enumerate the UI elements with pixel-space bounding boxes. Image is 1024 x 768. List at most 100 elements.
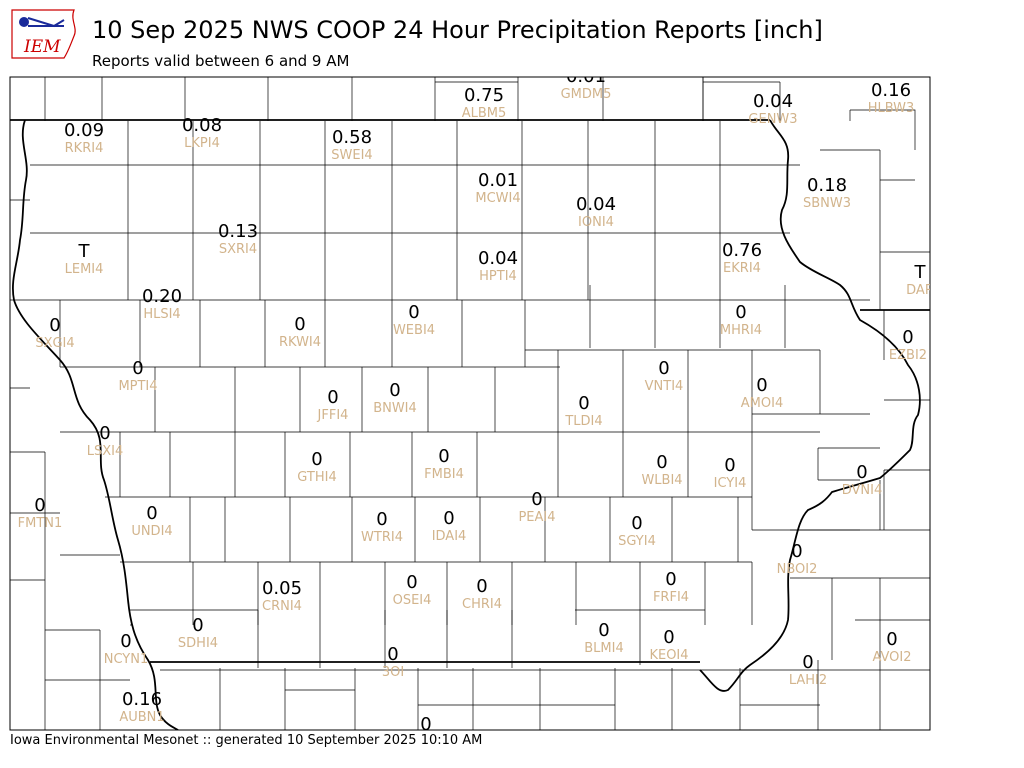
station-id: GTHI4 bbox=[297, 470, 336, 485]
station-value: 0.08 bbox=[182, 115, 222, 136]
station-id: DVNI4 bbox=[842, 483, 883, 498]
station-value: T bbox=[78, 241, 91, 262]
station-value: 0 bbox=[902, 327, 913, 348]
station-value: 0 bbox=[132, 358, 143, 379]
station-id: MCWI4 bbox=[475, 191, 520, 206]
station-id: ALBM5 bbox=[462, 106, 507, 121]
station-id: EZBI2 bbox=[889, 348, 927, 363]
station-value: 0.09 bbox=[64, 120, 104, 141]
station-value: 0 bbox=[376, 509, 387, 530]
station-value: 0 bbox=[802, 652, 813, 673]
station-value: T bbox=[914, 262, 927, 283]
station-value: 0 bbox=[294, 314, 305, 335]
station-value: 0 bbox=[631, 513, 642, 534]
station-value: 0.16 bbox=[122, 689, 162, 710]
station-value: 0 bbox=[791, 541, 802, 562]
iem-logo: IEM bbox=[8, 6, 78, 62]
station-id: SGYI4 bbox=[618, 534, 656, 549]
county-borders bbox=[10, 77, 930, 730]
station-id: OSEI4 bbox=[393, 593, 432, 608]
station-value: 0 bbox=[387, 644, 398, 665]
footer-credit: Iowa Environmental Mesonet :: generated … bbox=[10, 733, 483, 748]
station-value: 0 bbox=[49, 315, 60, 336]
logo-text: IEM bbox=[23, 37, 61, 57]
station-id: MHRI4 bbox=[720, 323, 762, 338]
station-id: RKWI4 bbox=[279, 335, 321, 350]
station-id: UNDI4 bbox=[131, 524, 172, 539]
station-value: 0 bbox=[192, 615, 203, 636]
station-value: 0 bbox=[724, 455, 735, 476]
map-subtitle: Reports valid between 6 and 9 AM bbox=[92, 52, 350, 70]
station-value: 0 bbox=[665, 569, 676, 590]
station-value: 0 bbox=[146, 503, 157, 524]
station-id: HPTI4 bbox=[479, 269, 517, 284]
station-id: JFFI4 bbox=[317, 408, 349, 423]
station-value: 0.05 bbox=[262, 578, 302, 599]
station-value: 0 bbox=[578, 393, 589, 414]
station-value: 0 bbox=[120, 631, 131, 652]
station-id: SXRI4 bbox=[219, 242, 257, 257]
station-id: MPTI4 bbox=[118, 379, 157, 394]
station-id: BNWI4 bbox=[373, 401, 417, 416]
station-id: FMTN1 bbox=[18, 516, 63, 531]
station-id: CRNI4 bbox=[262, 599, 302, 614]
station-value: 0 bbox=[476, 576, 487, 597]
station-id: NBOI2 bbox=[777, 562, 818, 577]
station-id: PEAI4 bbox=[518, 510, 555, 525]
station-value: 0 bbox=[420, 714, 431, 735]
station-value: 0 bbox=[663, 627, 674, 648]
station-id: FRFI4 bbox=[653, 590, 689, 605]
station-id: IONI4 bbox=[578, 215, 614, 230]
map-frame bbox=[9, 76, 931, 731]
station-value: 0 bbox=[311, 449, 322, 470]
station-id: SXGI4 bbox=[35, 336, 74, 351]
station-value: 0.01 bbox=[566, 66, 606, 87]
station-id: DAR bbox=[906, 283, 934, 298]
station-id: EKRI4 bbox=[723, 261, 761, 276]
station-value: 0.13 bbox=[218, 221, 258, 242]
station-value: 0 bbox=[443, 508, 454, 529]
station-value: 0 bbox=[658, 358, 669, 379]
station-value: 0.04 bbox=[576, 194, 616, 215]
station-id: LAHI2 bbox=[789, 673, 827, 688]
station-id: SBNW3 bbox=[803, 196, 851, 211]
station-value: 0 bbox=[99, 423, 110, 444]
station-value: 0 bbox=[408, 302, 419, 323]
station-labels: 0.01GMDM50.75ALBM50.04GENW30.16HLBW30.09… bbox=[18, 66, 934, 735]
station-id: ICYI4 bbox=[714, 476, 747, 491]
station-value: 0 bbox=[756, 375, 767, 396]
station-id: GENW3 bbox=[748, 112, 797, 127]
station-id: WLBI4 bbox=[641, 473, 682, 488]
station-id: LEMI4 bbox=[65, 262, 104, 277]
station-id: NCYN1 bbox=[104, 652, 149, 667]
station-id: TLDI4 bbox=[564, 414, 602, 429]
station-value: 0 bbox=[735, 302, 746, 323]
station-value: 0.04 bbox=[753, 91, 793, 112]
station-value: 0.20 bbox=[142, 286, 182, 307]
station-id: BLMI4 bbox=[584, 641, 623, 656]
station-id: LKPI4 bbox=[184, 136, 220, 151]
station-id: HLBW3 bbox=[868, 101, 915, 116]
station-value: 0 bbox=[886, 629, 897, 650]
station-value: 0 bbox=[438, 446, 449, 467]
station-id: VNTI4 bbox=[645, 379, 684, 394]
station-value: 0.58 bbox=[332, 127, 372, 148]
map-title: 10 Sep 2025 NWS COOP 24 Hour Precipitati… bbox=[92, 16, 823, 44]
station-id: WEBI4 bbox=[393, 323, 435, 338]
station-value: 0 bbox=[598, 620, 609, 641]
station-value: 0 bbox=[531, 489, 542, 510]
station-value: 0.16 bbox=[871, 80, 911, 101]
station-id: GMDM5 bbox=[561, 87, 612, 102]
station-id: IDAI4 bbox=[432, 529, 467, 544]
station-id: HLSI4 bbox=[143, 307, 180, 322]
state-borders bbox=[10, 119, 930, 730]
station-id: WTRI4 bbox=[361, 530, 403, 545]
station-value: 0.04 bbox=[478, 248, 518, 269]
station-value: 0.75 bbox=[464, 85, 504, 106]
station-id: KEOI4 bbox=[649, 648, 688, 663]
station-id: RKRI4 bbox=[65, 141, 104, 156]
station-value: 0 bbox=[406, 572, 417, 593]
station-id: SDHI4 bbox=[178, 636, 218, 651]
station-value: 0.18 bbox=[807, 175, 847, 196]
